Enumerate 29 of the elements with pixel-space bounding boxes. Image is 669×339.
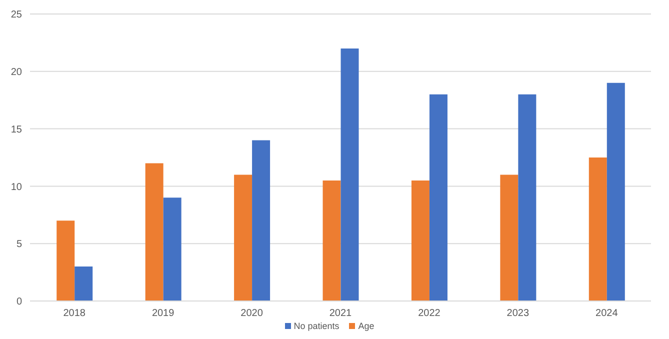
y-tick-label: 15 — [10, 124, 22, 136]
y-tick-label: 5 — [16, 239, 22, 250]
bar — [588, 158, 607, 301]
bar — [163, 198, 182, 301]
x-tick-label: 2021 — [329, 308, 352, 320]
bar — [56, 220, 75, 301]
bar — [429, 94, 448, 301]
y-tick-label: 20 — [10, 66, 22, 78]
x-tick-label: 2024 — [596, 308, 618, 320]
bar — [340, 48, 359, 301]
legend-label: Age — [357, 321, 374, 331]
x-tick-label: 2018 — [63, 308, 86, 320]
x-tick-label: 2019 — [152, 308, 175, 320]
y-tick-label: 10 — [10, 182, 22, 193]
legend-label: No patients — [292, 321, 340, 331]
y-tick-label: 0 — [16, 296, 22, 308]
x-tick-label: 2023 — [506, 308, 530, 320]
bar — [252, 140, 270, 301]
bar — [74, 266, 93, 301]
x-tick-label: 2020 — [240, 308, 264, 320]
bar — [145, 163, 164, 301]
bar — [500, 174, 518, 301]
bar — [411, 180, 430, 301]
bar — [606, 82, 625, 301]
bar — [518, 94, 536, 301]
x-tick-label: 2022 — [418, 308, 441, 320]
bar — [322, 180, 341, 301]
bar — [234, 174, 252, 301]
y-tick-label: 25 — [10, 10, 22, 21]
